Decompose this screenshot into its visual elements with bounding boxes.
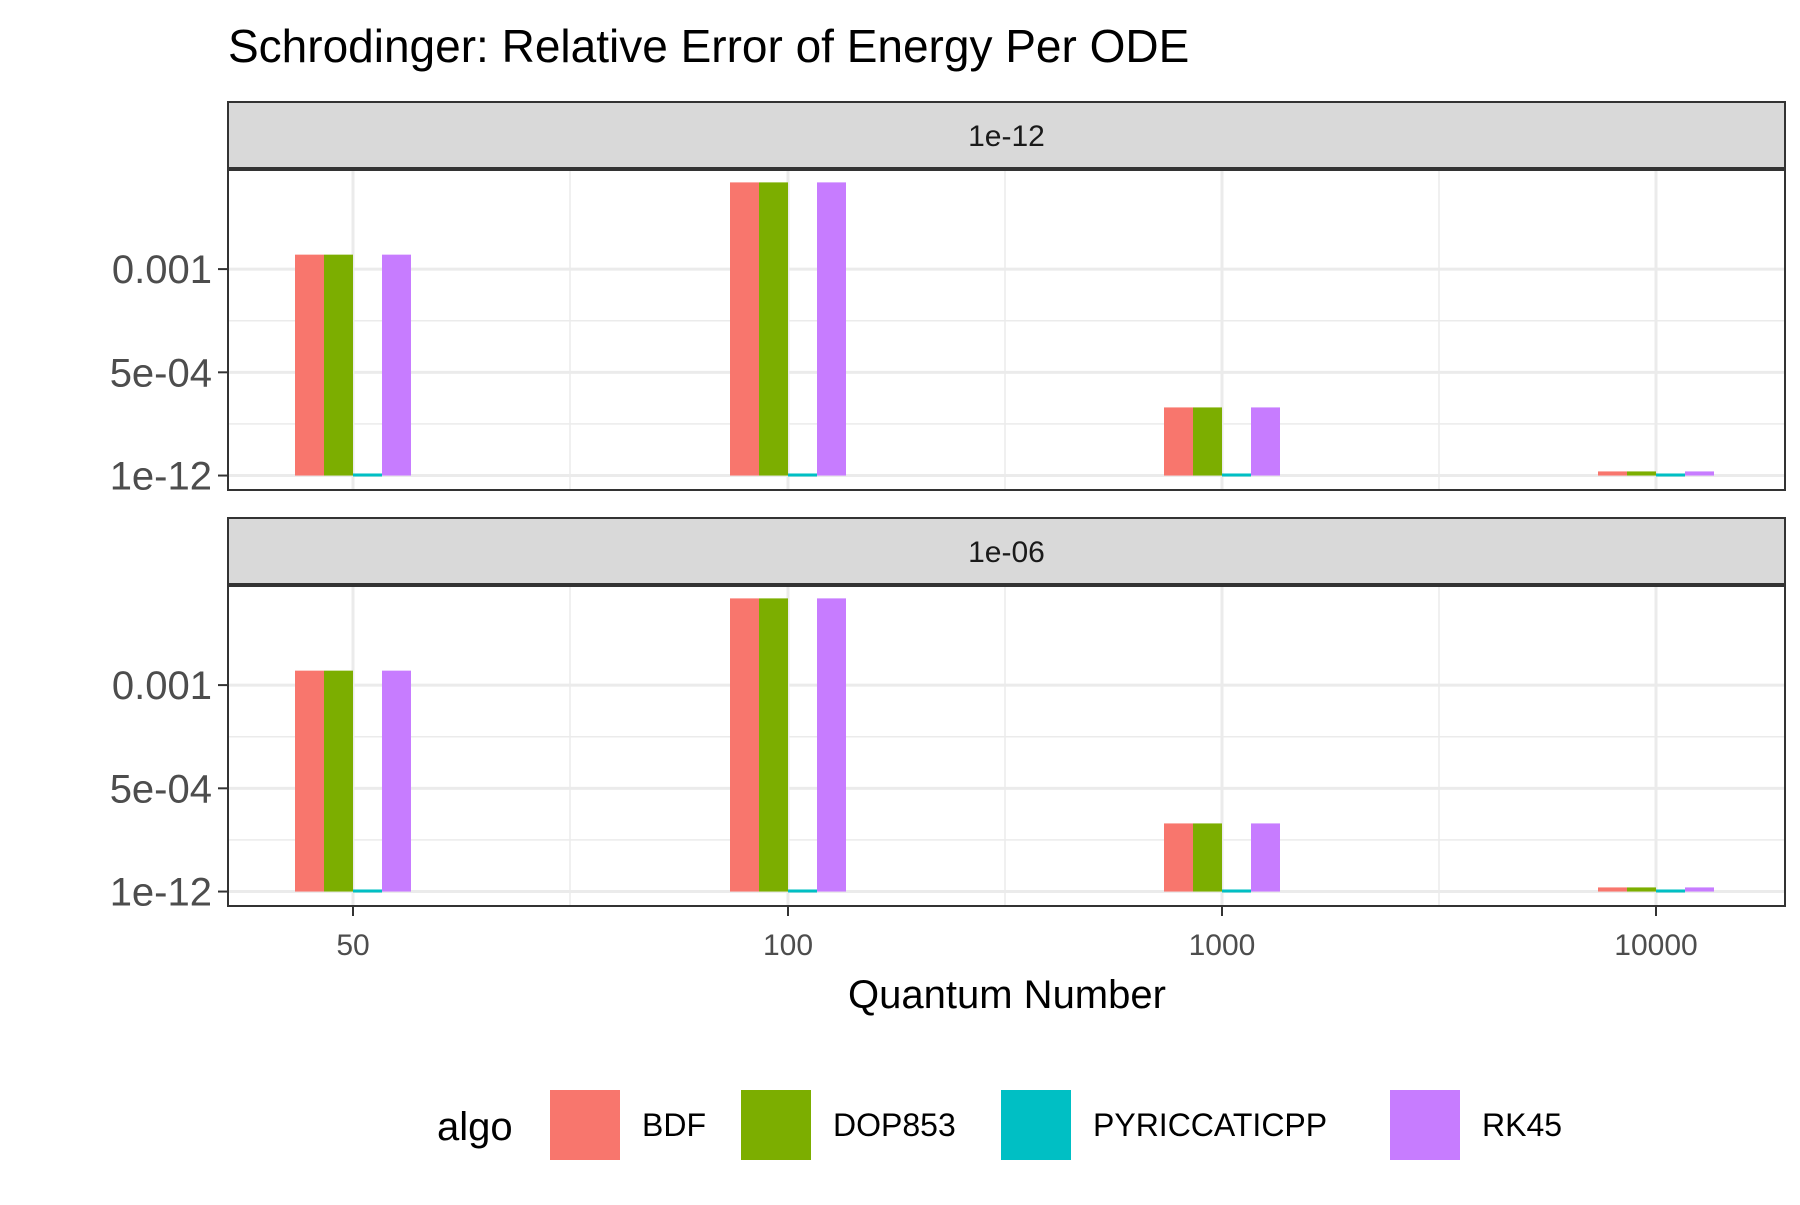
bar-bdf-1000 [1164,407,1193,476]
bar-pyriccaticpp-10000 [1656,889,1685,893]
bar-rk45-10000 [1685,471,1714,476]
x-tick-label: 1000 [1189,929,1256,962]
facet-strip-label: 1e-12 [968,120,1045,153]
bar-rk45-50 [382,670,411,892]
x-axis-title: Quantum Number [848,973,1166,1017]
legend-label-bdf: BDF [642,1107,706,1143]
bar-pyriccaticpp-1000 [1222,473,1251,477]
bar-pyriccaticpp-100 [788,889,817,893]
bar-bdf-1000 [1164,823,1193,892]
bar-dop853-50 [324,670,353,892]
bar-dop853-100 [759,598,788,892]
bar-dop853-100 [759,182,788,476]
y-tick-label: 5e-04 [110,767,212,811]
bar-dop853-10000 [1627,471,1656,476]
bar-rk45-1000 [1251,823,1280,892]
bar-bdf-10000 [1598,887,1627,892]
facet-panel-1e-12: 1e-12 1e-12 5e-04 0.001 [110,101,1786,499]
legend-key-bdf [550,1090,620,1160]
bar-dop853-50 [324,254,353,476]
panel-border [227,169,1786,491]
x-tick-label: 50 [336,929,369,962]
facet-panel-1e-06: 1e-06 1e-12 5e-04 0.001 [110,517,1786,915]
panel-background [228,586,1785,906]
bar-rk45-1000 [1251,407,1280,476]
x-tick-label: 100 [763,929,813,962]
bar-dop853-10000 [1627,887,1656,892]
y-tick-label: 1e-12 [110,455,212,499]
panel-border [227,585,1786,907]
bar-bdf-50 [295,670,324,892]
legend: algo BDF DOP853 PYRICCATICPP RK45 [437,1090,1562,1160]
bar-dop853-1000 [1193,407,1222,476]
y-tick-label: 5e-04 [110,351,212,395]
bar-pyriccaticpp-1000 [1222,889,1251,893]
legend-label-rk45: RK45 [1482,1107,1562,1143]
chart-title: Schrodinger: Relative Error of Energy Pe… [228,20,1189,72]
y-tick-label: 0.001 [112,248,212,292]
bar-rk45-100 [817,598,846,892]
bar-rk45-10000 [1685,887,1714,892]
x-tick-label: 10000 [1614,929,1697,962]
y-tick-label: 1e-12 [110,871,212,915]
legend-key-pyriccaticpp [1001,1090,1071,1160]
x-axis: 50 100 1000 10000 [336,906,1698,962]
bar-rk45-50 [382,254,411,476]
bar-bdf-100 [730,182,759,476]
bar-pyriccaticpp-100 [788,473,817,477]
panel-background [228,170,1785,490]
bar-bdf-100 [730,598,759,892]
legend-label-pyriccaticpp: PYRICCATICPP [1093,1107,1327,1143]
bar-bdf-10000 [1598,471,1627,476]
bar-pyriccaticpp-50 [353,473,382,477]
y-tick-label: 0.001 [112,664,212,708]
facet-strip [227,517,1786,585]
facet-strip-label: 1e-06 [968,536,1045,569]
bar-rk45-100 [817,182,846,476]
bar-pyriccaticpp-50 [353,889,382,893]
bar-dop853-1000 [1193,823,1222,892]
bar-pyriccaticpp-10000 [1656,473,1685,477]
legend-title: algo [437,1105,513,1149]
legend-label-dop853: DOP853 [833,1107,956,1143]
facet-strip [227,101,1786,169]
legend-key-rk45 [1390,1090,1460,1160]
legend-key-dop853 [741,1090,811,1160]
bar-bdf-50 [295,254,324,476]
